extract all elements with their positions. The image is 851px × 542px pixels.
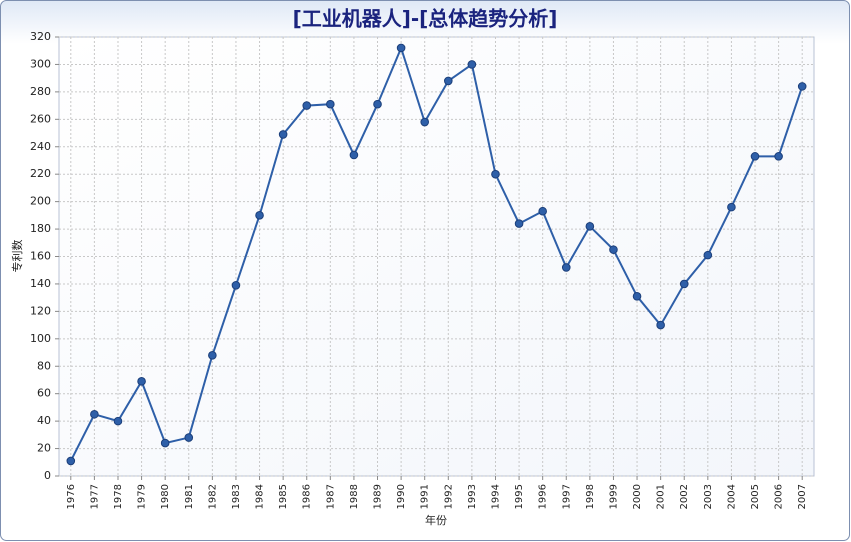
y-axis-label: 专利数 [10,240,24,273]
x-tick-label: 1996 [538,484,549,509]
data-point [727,202,736,212]
x-tick-label: 1997 [561,484,572,509]
data-point [302,101,312,110]
data-point [750,152,760,161]
x-tick-label: 2000 [632,484,643,509]
data-point [184,433,194,442]
x-tick-label: 1993 [467,484,478,509]
data-point [443,76,453,86]
data-point [160,438,170,448]
data-line [69,45,804,462]
data-point [632,291,642,301]
x-tick-label: 1999 [608,484,619,509]
x-tick-label: 1978 [113,484,124,509]
x-tick-label: 1994 [490,484,501,509]
y-tick-label: 140 [30,277,51,290]
x-tick-label: 1985 [278,484,289,509]
x-tick-label: 1984 [255,484,266,509]
y-tick-label: 0 [44,469,51,482]
x-axis-label: 年份 [425,513,447,527]
data-point [561,263,571,272]
x-tick-label: 1979 [137,484,148,509]
x-tick-label: 2007 [797,484,808,509]
data-point [797,82,807,91]
y-tick-label: 260 [30,112,51,125]
x-tick-label: 1998 [585,484,596,509]
y-tick-label: 320 [30,30,51,43]
x-tick-label: 1995 [514,484,525,509]
x-tick-label: 1987 [325,484,336,509]
y-tick-label: 300 [30,57,51,70]
y-tick-label: 280 [30,85,51,98]
x-tick-label: 1989 [373,484,384,509]
x-tick-label: 1990 [396,484,407,509]
data-point [585,222,595,231]
data-point [208,350,217,360]
x-tick-label: 2003 [703,484,714,509]
data-point [774,152,783,161]
x-tick-label: 2004 [726,484,737,509]
data-point [349,150,359,160]
data-point [137,377,146,386]
x-tick-label: 1982 [207,484,218,509]
data-point [373,99,382,109]
data-point [514,219,524,228]
y-tick-label: 20 [37,442,51,455]
x-tick-label: 1981 [184,484,195,509]
x-tick-label: 1992 [443,484,454,509]
data-point [90,409,99,419]
x-tick-label: 2001 [656,484,667,509]
x-tick-label: 1976 [66,484,77,509]
y-tick-label: 40 [37,414,51,427]
data-point [66,456,76,466]
x-tick-label: 1980 [160,484,171,509]
x-tick-label: 2002 [679,484,690,509]
data-point [231,281,241,290]
y-tick-label: 180 [30,222,51,235]
x-tick-label: 2006 [774,484,785,509]
data-point [255,211,264,220]
x-tick-label: 2005 [750,484,761,509]
y-tick-label: 160 [30,250,51,263]
data-point [703,250,713,260]
data-point [656,320,665,330]
y-tick-label: 60 [37,387,51,400]
data-point [538,206,547,216]
x-tick-label: 1977 [89,484,100,509]
x-tick-label: 1983 [231,484,242,509]
y-tick-label: 80 [37,359,51,372]
data-point [113,416,123,426]
data-point [467,60,477,69]
y-tick-label: 240 [30,140,51,153]
data-point [420,117,430,127]
data-point [326,99,335,109]
data-point [609,245,618,254]
data-point [679,279,689,289]
data-point [278,130,288,139]
data-point [491,169,500,179]
y-tick-label: 200 [30,195,51,208]
x-tick-label: 1986 [302,484,313,509]
data-point [396,43,406,53]
y-tick-label: 220 [30,167,51,180]
x-tick-label: 1991 [420,484,431,509]
x-tick-label: 1988 [349,484,360,509]
chart-title: [工业机器人]-[总体趋势分析] [293,7,558,31]
y-tick-label: 100 [30,332,51,345]
y-tick-label: 120 [30,304,51,317]
